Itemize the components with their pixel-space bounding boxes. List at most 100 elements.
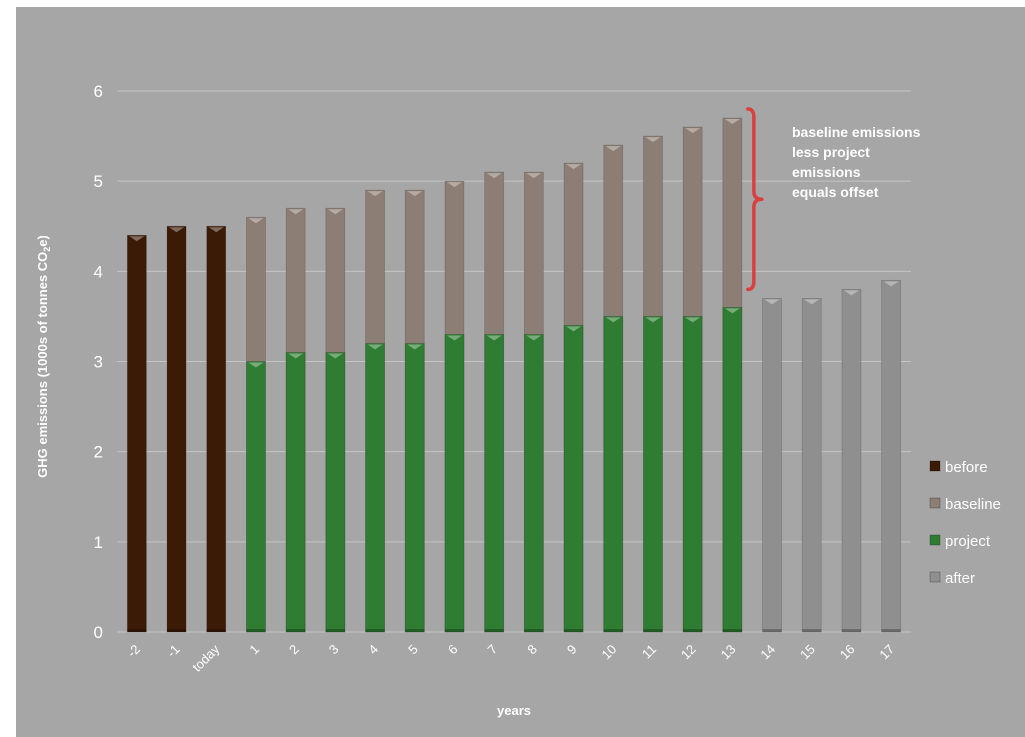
bar-base — [405, 629, 425, 632]
bar-top-marker — [248, 362, 264, 368]
bar-base — [683, 629, 703, 632]
bar-top-marker — [129, 236, 145, 242]
bar-after — [762, 297, 782, 633]
x-tick-label: today — [189, 641, 222, 674]
bar-after — [881, 279, 902, 633]
offset-brace — [746, 107, 764, 292]
bar-project — [246, 361, 266, 633]
bar-after — [801, 297, 822, 633]
bar-base — [762, 629, 782, 632]
y-tick-label: 6 — [94, 82, 103, 101]
x-tick-label: 9 — [564, 642, 580, 658]
x-tick-label: 3 — [326, 642, 342, 658]
bar-project — [484, 334, 505, 633]
bar-top-marker — [288, 353, 304, 359]
x-tick-label: 2 — [286, 642, 302, 658]
y-axis-title-tail: e) — [35, 235, 50, 247]
bar-project — [444, 334, 465, 633]
bar-top-marker — [446, 335, 462, 341]
y-tick-label: 3 — [94, 353, 103, 372]
x-tick-label: 11 — [639, 642, 659, 662]
y-tick-label: 1 — [94, 533, 103, 552]
bar-top-marker — [883, 281, 899, 287]
x-tick-label: 12 — [678, 642, 699, 663]
bar-top-marker — [208, 227, 224, 233]
bar-top-marker — [645, 317, 661, 323]
x-tick-label: -2 — [124, 642, 143, 661]
y-tick-label: 2 — [94, 443, 103, 462]
bar-top-marker — [367, 191, 383, 197]
bar-top-marker — [407, 191, 423, 197]
bar-project — [325, 352, 346, 633]
bar-top-marker — [446, 182, 462, 188]
legend-label-before: before — [945, 459, 988, 476]
bar-base — [722, 629, 742, 632]
bar-top-marker — [724, 119, 740, 125]
x-tick-label: -1 — [164, 642, 183, 661]
bar-top-marker — [407, 344, 423, 350]
bar-project — [682, 316, 703, 633]
y-tick-label: 4 — [94, 262, 103, 281]
bar-before — [166, 225, 187, 633]
bar-base — [881, 629, 901, 632]
bar-top-marker — [169, 227, 185, 233]
bar-top-marker — [685, 128, 701, 134]
bar-project — [722, 306, 743, 633]
bar-base — [325, 629, 345, 632]
bar-top-marker — [327, 353, 343, 359]
bar-top-marker — [843, 290, 859, 296]
bar-after — [841, 288, 862, 633]
bar-top-marker — [764, 299, 780, 305]
annotation-line: less project — [792, 144, 870, 160]
bar-top-marker — [645, 137, 661, 143]
x-tick-label: 6 — [445, 642, 461, 658]
x-axis-title: years — [497, 703, 531, 718]
bar-base — [802, 629, 822, 632]
x-tick-label: 13 — [718, 642, 739, 663]
bar-top-marker — [685, 317, 701, 323]
bar-base — [167, 629, 187, 632]
bar-base — [206, 629, 226, 632]
bar-top-marker — [526, 173, 542, 179]
x-tick-label: 17 — [876, 642, 897, 663]
tick-layer: -2 -1 today 1 2 3 4 5 6 7 8 9 10 11 12 13 14 15 16 17 — [124, 641, 897, 674]
bar-project — [523, 334, 544, 633]
x-tick-label: 15 — [797, 642, 818, 663]
legend-swatch-baseline — [929, 497, 941, 509]
bar-top-marker — [526, 335, 542, 341]
annotation-line: emissions — [792, 164, 861, 180]
bar-before — [126, 234, 147, 633]
bar-top-marker — [605, 146, 621, 152]
legend-swatch-project — [929, 534, 941, 546]
annotation-line: equals offset — [792, 184, 879, 200]
bar-project — [404, 343, 425, 633]
bar-base — [524, 629, 544, 632]
bar-base — [444, 629, 464, 632]
bar-top-marker — [327, 209, 343, 215]
x-tick-label: 16 — [837, 642, 858, 663]
bar-top-marker — [566, 164, 582, 170]
bar-base — [564, 629, 584, 632]
y-axis-title: GHG emissions (1000s of tonnes CO2e) — [35, 235, 52, 478]
x-tick-label: 14 — [757, 642, 778, 663]
bar-top-marker — [605, 317, 621, 323]
bar-project — [365, 343, 385, 633]
y-axis-title-sub: 2 — [42, 247, 52, 252]
bar-base — [286, 629, 306, 632]
bar-top-marker — [566, 326, 582, 332]
legend-label-baseline: baseline — [945, 496, 1001, 513]
bar-top-marker — [486, 335, 502, 341]
bar-base — [643, 629, 663, 632]
y-tick-label: 0 — [94, 623, 103, 642]
y-axis-title-main: GHG emissions (1000s of tonnes CO — [35, 252, 50, 478]
bar-base — [127, 629, 147, 632]
legend-swatch-before — [929, 460, 941, 472]
annotation-line: baseline emissions — [792, 124, 921, 140]
bar-top-marker — [367, 344, 383, 350]
bar-base — [603, 629, 623, 632]
offset-annotation: baseline emissions less project emissions e… — [746, 107, 921, 292]
legend-label-project: project — [945, 533, 991, 550]
x-tick-label: 7 — [485, 642, 501, 658]
